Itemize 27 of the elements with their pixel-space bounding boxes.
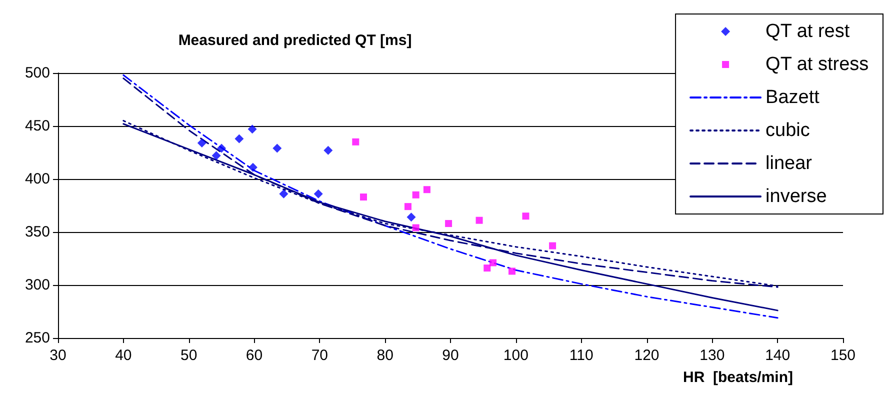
legend-label: inverse xyxy=(766,186,827,207)
x-tick-label: 70 xyxy=(311,347,328,364)
x-tick-label: 60 xyxy=(246,347,263,364)
y-tick-label: 500 xyxy=(24,64,50,82)
legend-label: Bazett xyxy=(766,87,820,108)
y-tick-label: 450 xyxy=(24,118,50,134)
legend-label: QT at rest xyxy=(766,21,850,42)
x-tick-label: 120 xyxy=(634,347,660,364)
chart-title: Measured and predicted QT [ms] xyxy=(178,32,412,49)
legend-label: linear xyxy=(766,153,813,174)
x-tick-label: 150 xyxy=(830,347,856,364)
legend-label: cubic xyxy=(766,120,810,141)
y-tick-label: 250 xyxy=(24,330,50,346)
x-tick-label: 30 xyxy=(50,347,66,364)
y-tick-label: 350 xyxy=(24,224,50,240)
x-tick-label: 140 xyxy=(765,347,790,364)
y-tick-label: 300 xyxy=(24,276,50,294)
x-tick-label: 90 xyxy=(442,347,459,364)
y-tick-label: 400 xyxy=(24,170,50,188)
x-tick-label: 100 xyxy=(503,347,528,364)
x-tick-label: 130 xyxy=(700,347,725,364)
legend-label: QT at stress xyxy=(766,54,869,75)
x-tick-label: 50 xyxy=(180,347,198,364)
x-axis-title: HR [beats/min] xyxy=(682,369,793,386)
x-tick-label: 40 xyxy=(115,347,132,364)
x-tick-label: 110 xyxy=(569,347,594,364)
x-tick-label: 80 xyxy=(376,347,394,364)
